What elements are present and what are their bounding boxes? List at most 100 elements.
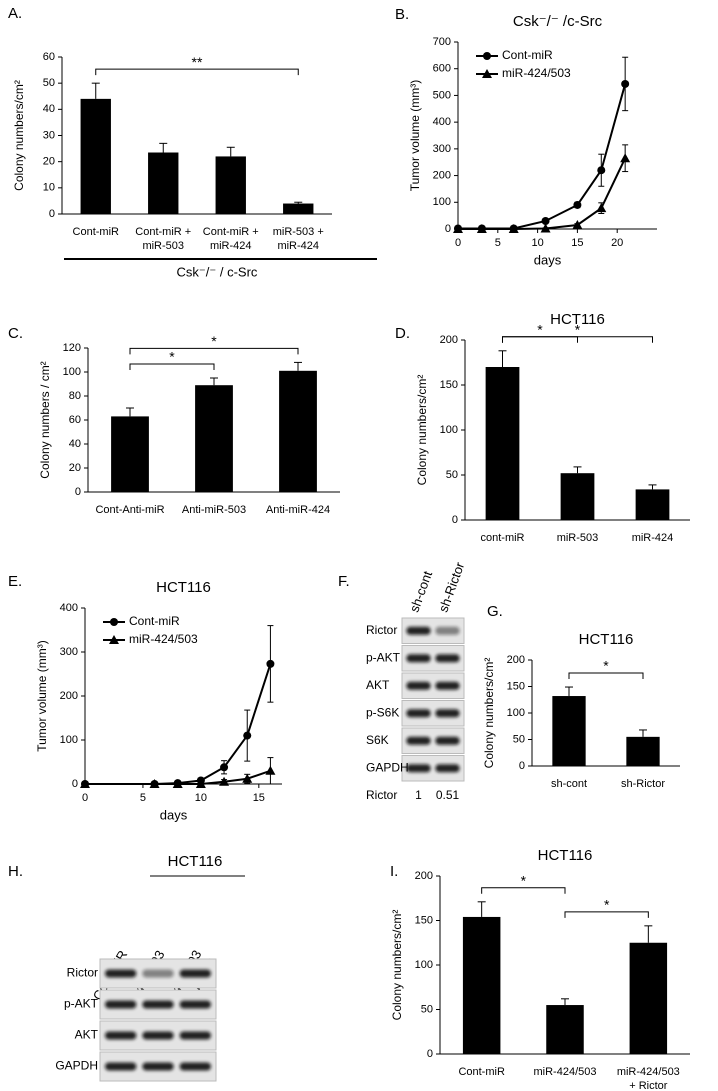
y-tick-label: 100	[63, 366, 81, 378]
x-axis-label: days	[160, 807, 188, 822]
bar	[546, 1005, 584, 1054]
y-axis-label: Colony numbers/cm²	[415, 375, 429, 486]
y-tick-label: 0	[445, 223, 451, 235]
blot-header: HCT116	[168, 853, 223, 870]
x-tick-label: miR-424/503 + Rictor	[617, 1066, 680, 1091]
panel-label: C.	[8, 325, 23, 342]
marker	[621, 79, 630, 88]
panel-label: A.	[8, 5, 22, 22]
y-tick-label: 80	[69, 390, 81, 402]
marker	[476, 224, 487, 233]
x-tick-label: Cont-miR + miR-424	[203, 226, 259, 252]
blot-band	[179, 1062, 212, 1071]
blot-band	[406, 709, 431, 718]
row-label: GAPDH	[55, 1059, 98, 1073]
blot-band	[435, 764, 460, 773]
group-label: Csk⁻/⁻ / c-Src	[177, 264, 258, 279]
bar	[462, 916, 501, 1054]
x-tick-label: Cont-miR	[458, 1066, 505, 1078]
blot-band	[406, 764, 431, 773]
chart-title: HCT116	[538, 847, 593, 864]
lane-label: sh-Rictor	[435, 560, 467, 615]
significance-bracket	[502, 336, 578, 343]
significance-bracket	[129, 363, 215, 370]
y-tick-label: 400	[433, 116, 451, 128]
marker	[596, 203, 607, 213]
marker	[149, 779, 160, 788]
blot-band	[406, 736, 431, 745]
legend-marker	[482, 69, 492, 78]
marker	[80, 779, 90, 788]
bar	[283, 203, 314, 214]
row-label: Rictor	[67, 966, 98, 980]
blot-band	[179, 1000, 212, 1009]
row-label: Rictor	[366, 623, 397, 637]
significance-bracket	[502, 336, 653, 343]
y-tick-label: 120	[63, 342, 81, 354]
x-tick-label: Cont-miR	[73, 226, 120, 238]
legend-marker	[483, 52, 491, 60]
blot-band	[179, 969, 212, 978]
y-tick-label: 100	[60, 734, 78, 746]
quant-value: 0.51	[436, 788, 460, 802]
blot-band	[179, 1031, 212, 1040]
x-tick-label: 15	[571, 237, 583, 249]
x-tick-label: 15	[253, 792, 265, 804]
y-tick-label: 20	[69, 462, 81, 474]
significance-label: *	[537, 322, 543, 338]
chart-title: HCT116	[156, 579, 211, 596]
marker	[620, 153, 631, 163]
x-tick-label: miR-503 + miR-424	[273, 226, 324, 252]
marker	[508, 224, 519, 233]
blot-band	[104, 1031, 137, 1040]
blot-band	[104, 1000, 137, 1009]
bar	[80, 98, 111, 214]
bar	[635, 489, 670, 520]
y-tick-label: 100	[507, 707, 525, 719]
marker	[265, 765, 276, 775]
y-tick-label: 600	[433, 63, 451, 75]
blot-band	[435, 681, 460, 690]
y-tick-label: 50	[421, 1003, 433, 1015]
x-axis-label: days	[534, 252, 562, 267]
x-tick-label: sh-cont	[551, 778, 587, 790]
y-tick-label: 0	[519, 760, 525, 772]
y-axis-label: Tumor volume (mm³)	[408, 80, 422, 192]
y-tick-label: 40	[43, 103, 55, 115]
legend-label: Cont-miR	[502, 48, 553, 62]
marker	[453, 224, 463, 233]
y-tick-label: 50	[513, 733, 525, 745]
y-tick-label: 700	[433, 36, 451, 48]
bar	[626, 736, 660, 766]
x-tick-label: Cont-miR + miR-503	[135, 226, 191, 252]
significance-label: *	[211, 333, 217, 349]
y-tick-label: 10	[43, 182, 55, 194]
chart-title: Csk⁻/⁻ /c-Src	[513, 13, 603, 30]
x-tick-label: sh-Rictor	[621, 778, 665, 790]
y-tick-label: 200	[433, 169, 451, 181]
marker	[541, 216, 550, 225]
legend-label: Cont-miR	[129, 614, 180, 628]
blot-band	[435, 654, 460, 663]
lane-label: sh-cont	[406, 569, 435, 615]
marker	[242, 773, 253, 783]
y-axis-label: Colony numbers/cm²	[12, 80, 26, 191]
marker	[540, 223, 551, 233]
panel-label: F.	[338, 573, 350, 590]
row-label: S6K	[366, 733, 389, 747]
bar	[279, 370, 317, 492]
chart-title: HCT116	[579, 631, 634, 648]
x-tick-label: Anti-miR-503	[182, 504, 246, 516]
significance-label: *	[604, 897, 610, 913]
quant-value: 1	[415, 788, 422, 802]
significance-label: *	[575, 322, 581, 338]
bar	[111, 416, 149, 492]
blot-band	[104, 1062, 137, 1071]
blot-band	[435, 709, 460, 718]
row-label: GAPDH	[366, 760, 409, 774]
y-tick-label: 200	[60, 690, 78, 702]
significance-label: *	[169, 349, 175, 365]
y-axis-label: Tumor volume (mm³)	[35, 640, 49, 752]
blot-band	[142, 1031, 174, 1040]
y-tick-label: 400	[60, 602, 78, 614]
